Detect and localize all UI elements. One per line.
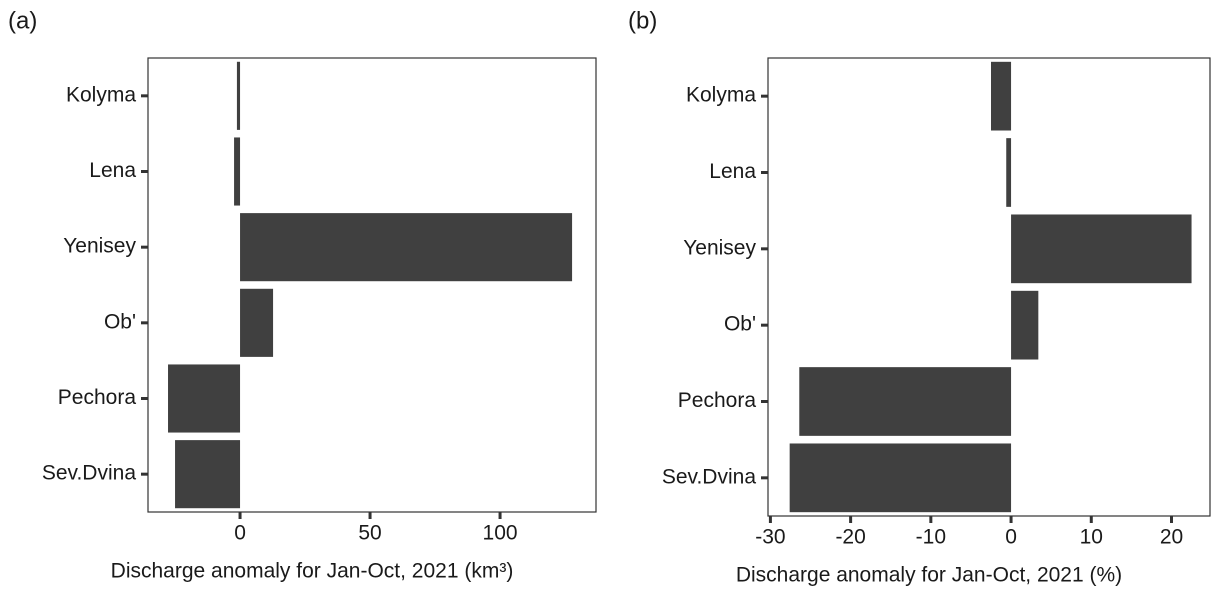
bar xyxy=(1011,214,1192,284)
y-tick-label: Lena xyxy=(89,159,136,182)
y-tick-label: Kolyma xyxy=(686,84,756,107)
panel-label: (b) xyxy=(628,7,657,34)
y-tick-label: Ob' xyxy=(724,313,756,336)
x-tick-label: -10 xyxy=(916,526,946,549)
x-tick-label: -20 xyxy=(835,526,865,549)
y-tick-label: Lena xyxy=(709,160,756,183)
bar xyxy=(240,288,274,357)
bar xyxy=(799,367,1012,436)
x-tick-label: 0 xyxy=(1005,526,1017,549)
bar xyxy=(789,443,1012,513)
y-tick-label: Yenisey xyxy=(63,235,136,258)
x-tick-label: 0 xyxy=(234,522,246,545)
bar xyxy=(991,61,1012,131)
x-tick-label: -30 xyxy=(755,526,785,549)
y-tick-label: Ob' xyxy=(104,310,136,333)
x-tick-label: 20 xyxy=(1160,526,1183,549)
bar xyxy=(236,61,241,130)
x-axis-label: Discharge anomaly for Jan-Oct, 2021 (km³… xyxy=(111,560,514,583)
y-tick-label: Kolyma xyxy=(66,83,136,106)
x-axis-label: Discharge anomaly for Jan-Oct, 2021 (%) xyxy=(736,564,1122,587)
y-tick-label: Pechora xyxy=(678,389,757,412)
plot-frame xyxy=(767,57,1211,517)
bar xyxy=(240,213,573,282)
x-tick-label: 100 xyxy=(483,522,518,545)
bar xyxy=(1006,138,1012,207)
y-tick-label: Pechora xyxy=(58,386,137,409)
y-tick-label: Sev.Dvina xyxy=(42,462,136,485)
x-tick-label: 50 xyxy=(358,522,381,545)
bar xyxy=(234,137,241,206)
x-tick-label: 10 xyxy=(1080,526,1103,549)
panel-label: (a) xyxy=(8,7,37,34)
y-tick-label: Yenisey xyxy=(683,236,756,259)
bar xyxy=(1011,290,1039,360)
bar xyxy=(168,364,241,433)
plot-frame xyxy=(147,57,597,513)
bar xyxy=(175,440,241,509)
y-tick-label: Sev.Dvina xyxy=(662,465,756,488)
